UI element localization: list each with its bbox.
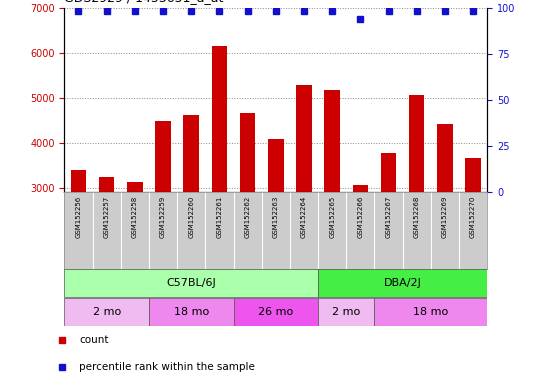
- Text: GSM152262: GSM152262: [245, 196, 251, 238]
- Bar: [234, 298, 318, 326]
- Bar: [375, 298, 487, 326]
- Bar: [155, 121, 171, 192]
- Text: GSM152260: GSM152260: [188, 196, 194, 238]
- Bar: [71, 170, 86, 192]
- Text: GSM152258: GSM152258: [132, 196, 138, 238]
- Bar: [184, 115, 199, 192]
- Bar: [64, 270, 318, 297]
- Text: C57BL/6J: C57BL/6J: [166, 278, 216, 288]
- Text: GSM152269: GSM152269: [442, 196, 448, 238]
- Text: GSM152270: GSM152270: [470, 196, 476, 238]
- Bar: [409, 95, 424, 192]
- Bar: [212, 46, 227, 192]
- Bar: [437, 124, 452, 192]
- Text: GSM152263: GSM152263: [273, 196, 279, 238]
- Bar: [465, 158, 481, 192]
- Text: GDS2929 / 1453651_a_at: GDS2929 / 1453651_a_at: [64, 0, 224, 4]
- Text: GSM152266: GSM152266: [357, 196, 363, 238]
- Bar: [318, 270, 487, 297]
- Text: 18 mo: 18 mo: [174, 307, 209, 317]
- Text: 2 mo: 2 mo: [332, 307, 361, 317]
- Text: GSM152267: GSM152267: [385, 196, 391, 238]
- Text: GSM152261: GSM152261: [216, 196, 222, 238]
- Text: GSM152264: GSM152264: [301, 196, 307, 238]
- Bar: [64, 298, 149, 326]
- Bar: [127, 182, 143, 192]
- Bar: [318, 298, 375, 326]
- Bar: [381, 153, 396, 192]
- Bar: [149, 298, 234, 326]
- Text: GSM152259: GSM152259: [160, 196, 166, 238]
- Text: GSM152257: GSM152257: [104, 196, 110, 238]
- Bar: [324, 90, 340, 192]
- Bar: [268, 139, 283, 192]
- Text: GSM152268: GSM152268: [414, 196, 420, 238]
- Text: 2 mo: 2 mo: [92, 307, 121, 317]
- Bar: [240, 113, 255, 192]
- Text: count: count: [80, 335, 109, 345]
- Text: 18 mo: 18 mo: [413, 307, 449, 317]
- Bar: [353, 185, 368, 192]
- Bar: [296, 85, 312, 192]
- Text: DBA/2J: DBA/2J: [384, 278, 422, 288]
- Text: GSM152256: GSM152256: [76, 196, 82, 238]
- Text: GSM152265: GSM152265: [329, 196, 335, 238]
- Bar: [99, 177, 114, 192]
- Text: 26 mo: 26 mo: [258, 307, 293, 317]
- Text: percentile rank within the sample: percentile rank within the sample: [80, 362, 255, 372]
